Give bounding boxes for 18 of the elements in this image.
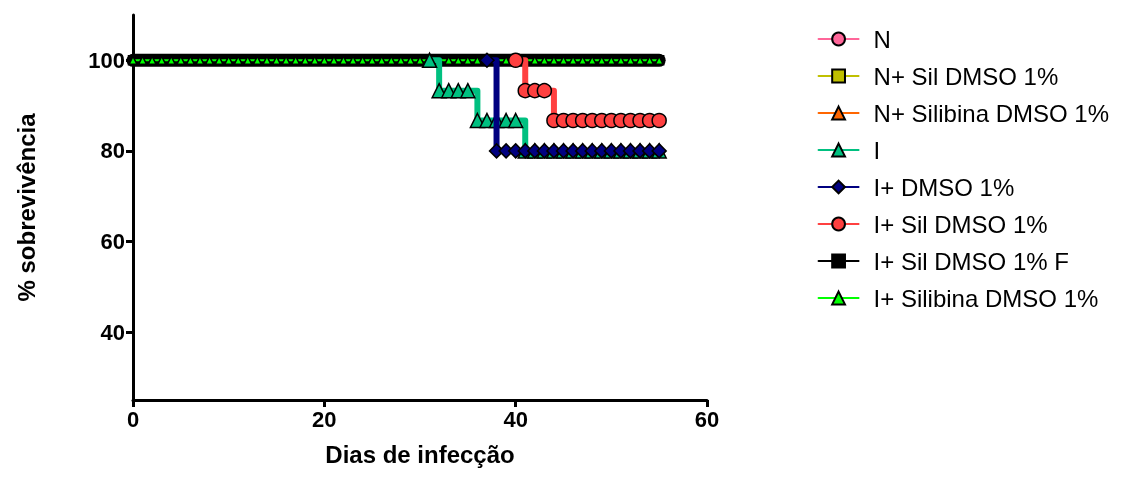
legend-label: I+ Sil DMSO 1% (873, 210, 1048, 238)
y-tick-label: 40 (100, 319, 125, 345)
legend-label: I+ DMSO 1% (873, 173, 1015, 201)
legend-label: N+ Sil DMSO 1% (873, 62, 1059, 90)
x-tick-label: 0 (126, 406, 140, 432)
legend-label: I+ Silibina DMSO 1% (873, 284, 1099, 312)
x-tick-label: 60 (694, 406, 720, 432)
x-tick-label: 20 (312, 406, 337, 432)
y-axis-title: % sobrevivência (12, 112, 40, 302)
y-tick-label: 80 (100, 138, 125, 164)
legend-label: I (873, 136, 881, 164)
x-axis-title: Dias de infecção (325, 440, 515, 468)
y-tick-label: 100 (88, 47, 125, 73)
legend-label: I+ Sil DMSO 1% F (873, 247, 1069, 275)
y-tick-label: 60 (100, 228, 125, 254)
x-tick-label: 40 (503, 406, 528, 432)
legend-label: N (873, 25, 891, 53)
legend-label: N+ Silibina DMSO 1% (873, 99, 1109, 127)
